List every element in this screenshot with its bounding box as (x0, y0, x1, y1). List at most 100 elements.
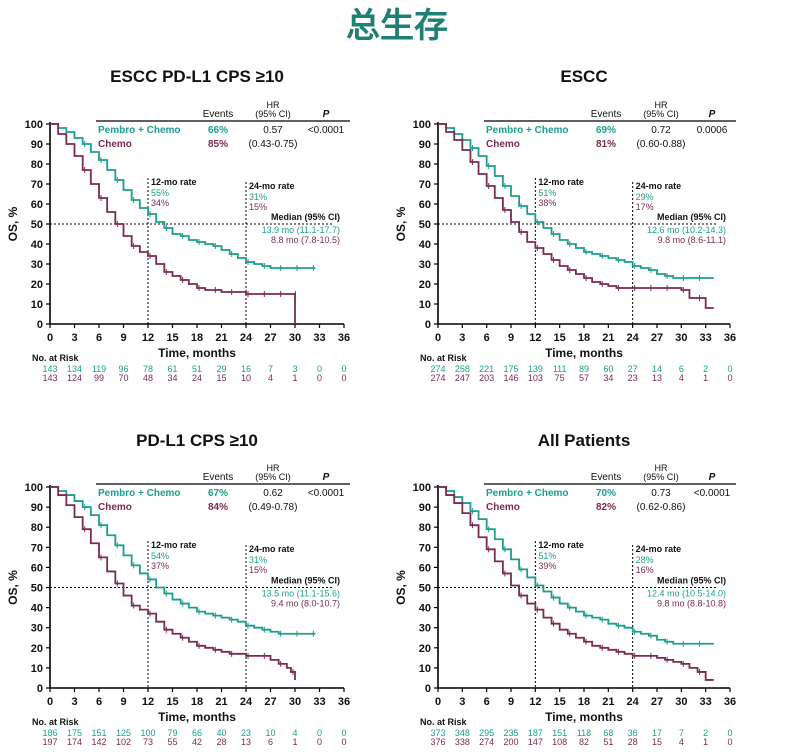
x-tick-label: 24 (627, 332, 640, 344)
risk-count: 348 (455, 728, 470, 738)
risk-count: 200 (503, 737, 518, 747)
median-value: 13.5 mo (11.1-15.6) (262, 589, 340, 599)
risk-count: 0 (727, 737, 732, 747)
x-tick-label: 18 (578, 332, 590, 344)
risk-count: 274 (430, 364, 445, 374)
x-tick-label: 3 (71, 332, 77, 344)
x-tick-label: 0 (47, 332, 53, 344)
median-value: 12.4 mo (10.5-14.0) (647, 589, 726, 599)
risk-count: 146 (503, 373, 518, 383)
median-value: 9.8 mo (8.8-10.8) (657, 599, 726, 609)
x-tick-label: 6 (484, 696, 490, 708)
risk-count: 221 (479, 364, 494, 374)
events-value: 67% (208, 488, 228, 499)
y-tick-label: 50 (419, 583, 431, 595)
x-tick-label: 12 (142, 696, 154, 708)
y-tick-label: 0 (37, 683, 43, 695)
km-curve-pembro-chemo (438, 486, 714, 645)
risk-count: 78 (143, 364, 153, 374)
events-value: 85% (208, 139, 228, 150)
x-tick-label: 21 (602, 332, 614, 344)
hr-value: 0.72 (651, 125, 671, 136)
risk-count: 0 (317, 373, 322, 383)
risk-count: 0 (727, 728, 732, 738)
risk-count: 258 (455, 364, 470, 374)
risk-count: 186 (42, 728, 57, 738)
risk-count: 0 (341, 364, 346, 374)
rate12-value: 37% (151, 561, 169, 571)
risk-count: 17 (652, 728, 662, 738)
x-tick-label: 30 (675, 696, 687, 708)
km-curve-chemo (438, 486, 714, 681)
y-tick-label: 50 (419, 219, 431, 231)
median-value: 8.8 mo (7.8-10.5) (271, 235, 340, 245)
km-panel-1: ESCC PD-L1 CPS ≥100102030405060708090100… (6, 67, 350, 383)
risk-count: 151 (91, 728, 106, 738)
risk-count: 68 (603, 728, 613, 738)
y-tick-label: 50 (31, 219, 43, 231)
hr-ci-value: (0.62-0.86) (637, 502, 686, 513)
x-tick-label: 12 (142, 332, 154, 344)
table-header-events: Events (203, 109, 234, 120)
rate24-value: 31% (249, 192, 267, 202)
y-tick-label: 100 (25, 119, 43, 131)
median-value: 12.6 mo (10.2-14.3) (647, 225, 726, 235)
risk-count: 13 (241, 737, 251, 747)
y-tick-label: 20 (419, 643, 431, 655)
x-axis-label: Time, months (545, 710, 623, 724)
x-tick-label: 27 (264, 696, 276, 708)
km-curve-chemo (50, 123, 296, 324)
x-tick-label: 18 (191, 332, 203, 344)
x-tick-label: 27 (264, 332, 276, 344)
y-tick-label: 60 (419, 199, 431, 211)
x-tick-label: 15 (166, 696, 178, 708)
risk-count: 7 (268, 364, 273, 374)
risk-count: 99 (94, 373, 104, 383)
x-tick-label: 24 (240, 332, 253, 344)
table-header-p: P (323, 109, 330, 120)
y-tick-label: 10 (419, 299, 431, 311)
legend-chemo: Chemo (486, 502, 520, 513)
rate12-value: 51% (538, 188, 556, 198)
panel-title: PD-L1 CPS ≥10 (136, 431, 258, 450)
x-tick-label: 21 (602, 696, 614, 708)
y-tick-label: 90 (31, 502, 43, 514)
median-value: 9.4 mo (8.0-10.7) (271, 599, 340, 609)
table-header-p: P (709, 472, 716, 483)
risk-count: 274 (479, 737, 494, 747)
risk-label: No. at Risk (32, 353, 80, 363)
risk-count: 42 (192, 737, 202, 747)
rate24-label: 24-mo rate (249, 181, 295, 191)
risk-count: 187 (528, 728, 543, 738)
table-header-hr-ci: (95% CI) (255, 109, 291, 119)
x-tick-label: 0 (435, 696, 441, 708)
risk-count: 66 (192, 728, 202, 738)
x-tick-label: 15 (166, 332, 178, 344)
median-header: Median (95% CI) (271, 576, 340, 586)
y-axis-label: OS, % (394, 570, 408, 605)
y-tick-label: 70 (31, 542, 43, 554)
hr-value: 0.73 (651, 488, 671, 499)
rate24-value: 17% (636, 202, 654, 212)
rate12-value: 39% (538, 561, 556, 571)
y-tick-label: 10 (31, 663, 43, 675)
risk-count: 103 (528, 373, 543, 383)
x-tick-label: 33 (313, 696, 325, 708)
risk-count: 51 (603, 737, 613, 747)
x-tick-label: 24 (627, 696, 640, 708)
y-tick-label: 0 (37, 319, 43, 331)
risk-count: 4 (292, 728, 297, 738)
x-tick-label: 3 (459, 332, 465, 344)
x-tick-label: 9 (508, 696, 514, 708)
p-value: 0.0006 (697, 125, 728, 136)
risk-count: 124 (67, 373, 82, 383)
km-curve-pembro-chemo (50, 123, 316, 269)
table-header-events: Events (203, 472, 234, 483)
x-tick-label: 24 (240, 696, 253, 708)
events-value: 66% (208, 125, 228, 136)
table-header-hr: HR (655, 100, 668, 110)
table-header-hr-ci: (95% CI) (643, 472, 679, 482)
rate12-value: 54% (151, 551, 169, 561)
km-curve-chemo (50, 486, 296, 680)
